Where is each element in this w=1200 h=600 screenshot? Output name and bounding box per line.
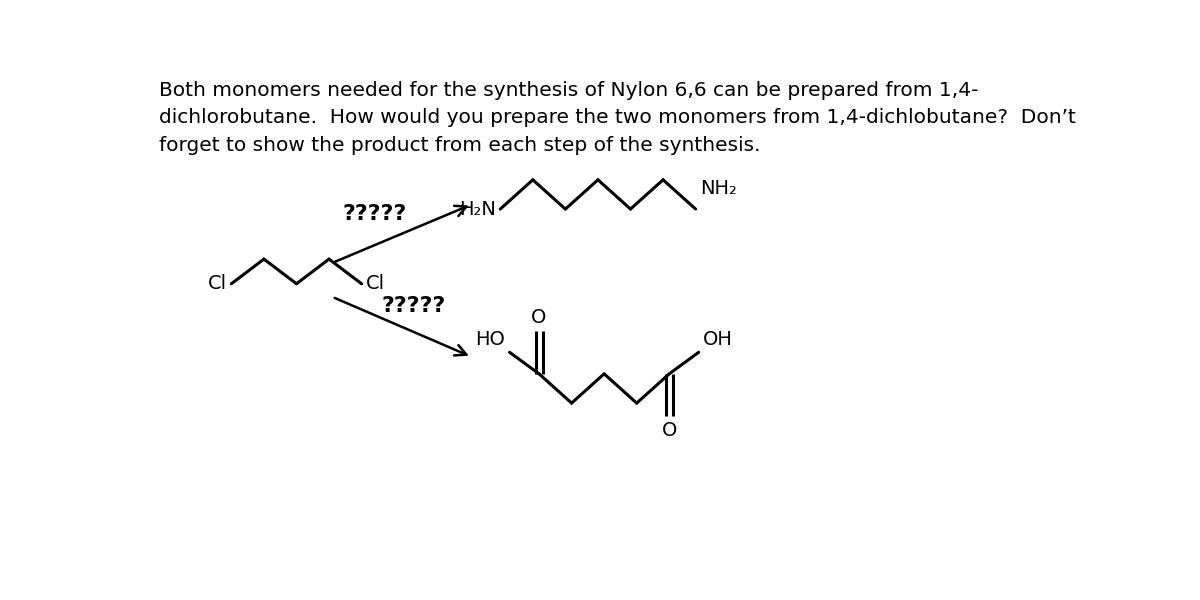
Text: Both monomers needed for the synthesis of Nylon 6,6 can be prepared from 1,4-
di: Both monomers needed for the synthesis o… [160,81,1076,155]
Text: ?????: ????? [382,296,445,316]
Text: Cl: Cl [366,274,385,293]
Text: NH₂: NH₂ [701,179,737,198]
Text: HO: HO [475,330,505,349]
Text: O: O [661,421,677,440]
Text: ?????: ????? [342,205,407,224]
Text: Cl: Cl [208,274,227,293]
Text: O: O [532,308,547,327]
Text: H₂N: H₂N [458,200,496,218]
Text: OH: OH [703,330,733,349]
